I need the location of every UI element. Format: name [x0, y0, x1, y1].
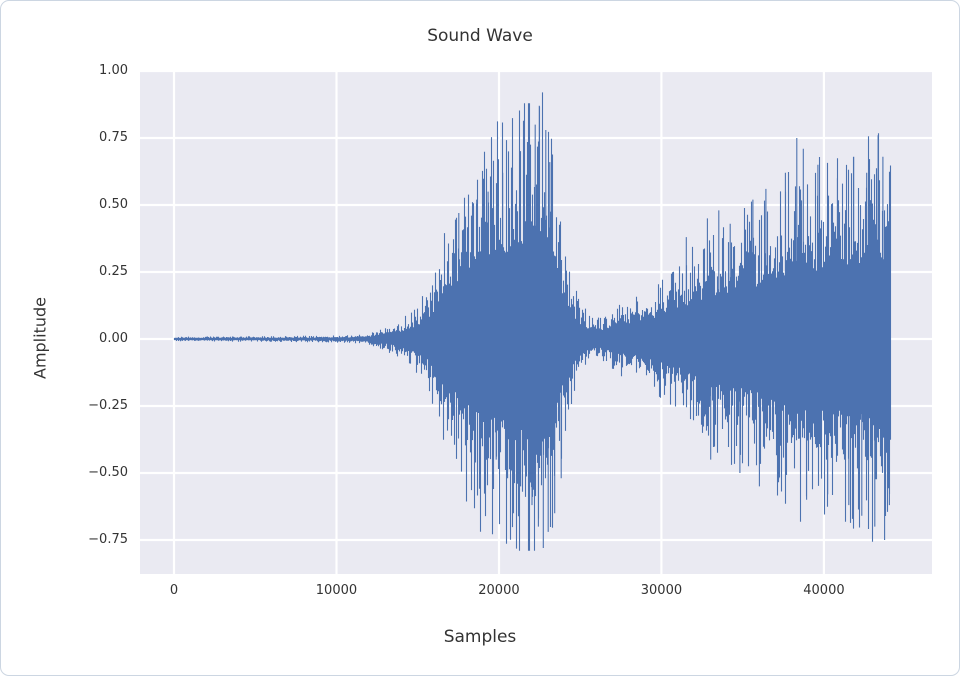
x-tick-label: 10000 [315, 583, 358, 598]
y-tick-labels: 1.00 0.75 0.50 0.25 0.00 −0.25 −0.50 −0.75 [1, 63, 128, 574]
x-axis-label: Samples [443, 627, 517, 647]
chart-title: Sound Wave [427, 26, 533, 46]
y-tick-label: 0.75 [99, 129, 128, 145]
y-tick-label: −0.50 [88, 464, 128, 480]
x-tick-labels: 0 10000 20000 30000 40000 [140, 582, 932, 602]
y-tick-label: −0.75 [88, 531, 128, 547]
x-tick-label: 40000 [803, 583, 845, 598]
x-tick-label: 0 [169, 583, 179, 598]
plot-area [140, 71, 932, 574]
y-tick-label: 0.25 [99, 263, 128, 279]
x-tick-label: 20000 [478, 583, 520, 598]
y-tick-label: 1.00 [99, 63, 128, 78]
y-tick-label: −0.25 [88, 397, 128, 413]
waveform-svg [140, 71, 932, 574]
x-tick-label: 30000 [640, 583, 683, 598]
y-tick-label: 0.50 [99, 196, 128, 212]
y-tick-label: 0.00 [99, 330, 128, 346]
